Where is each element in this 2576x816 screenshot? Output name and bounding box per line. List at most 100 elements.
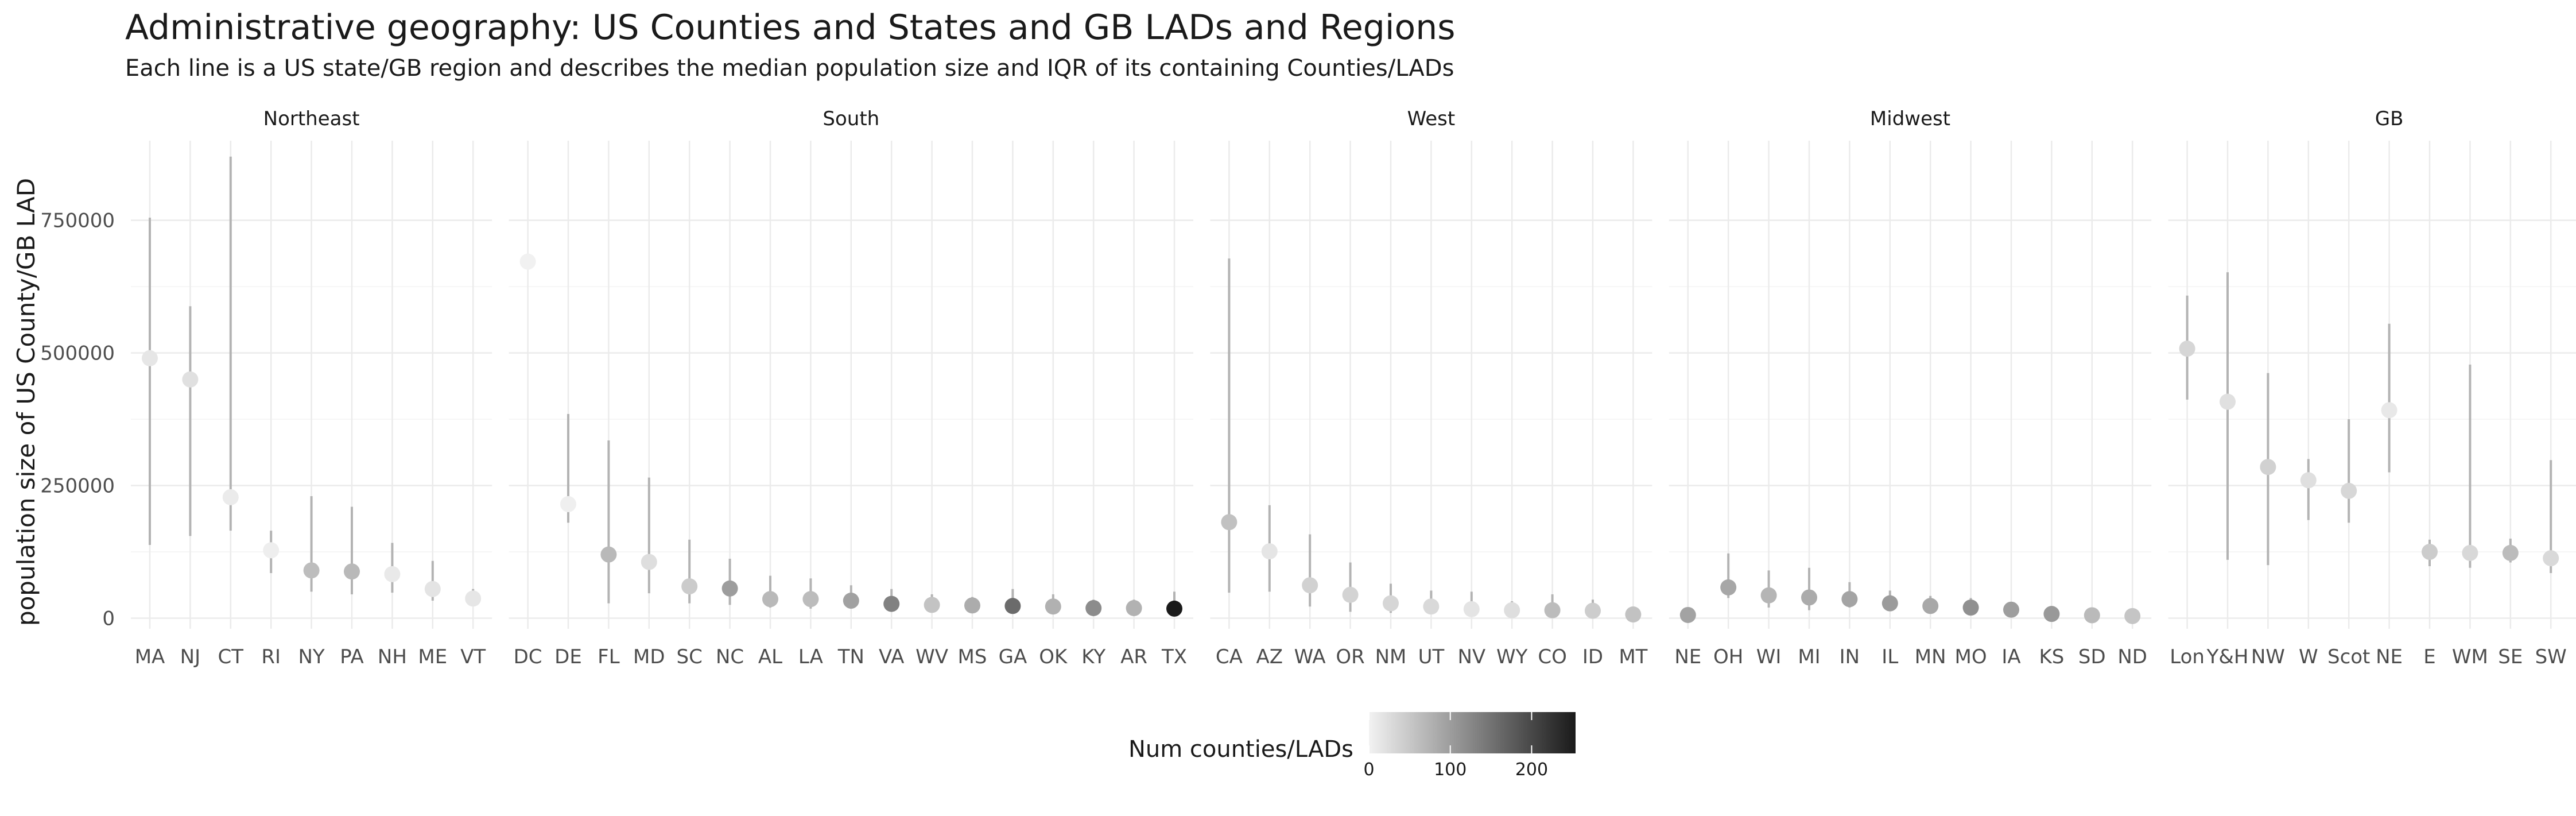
median-point-MI [1801, 589, 1817, 606]
x-tick-label: LA [798, 645, 823, 668]
median-point-MD [641, 554, 657, 570]
x-tick-label: IA [2001, 645, 2020, 668]
median-point-IL [1881, 595, 1898, 612]
median-point-MS [964, 597, 980, 614]
x-tick-label: CA [1216, 645, 1243, 668]
x-tick-label: W [2299, 645, 2318, 668]
x-tick-label: OH [1713, 645, 1743, 668]
median-point-SW [2543, 550, 2559, 567]
x-tick-label: ID [1582, 645, 1603, 668]
median-point-NC [721, 580, 738, 597]
median-point-TN [843, 593, 859, 609]
median-point-MA [142, 350, 158, 366]
y-axis: 0 250000 500000 750000 [40, 210, 115, 631]
legend-tick-label: 200 [1515, 760, 1548, 780]
median-point-ND [2124, 608, 2141, 624]
x-tick-label: MI [1798, 645, 1820, 668]
median-point-NJ [182, 371, 199, 388]
x-tick-label: PA [340, 645, 364, 668]
x-tick-label: OK [1039, 645, 1068, 668]
x-tick-label: MA [135, 645, 165, 668]
x-tick-label: KY [1081, 645, 1105, 668]
median-point-NE [2381, 402, 2397, 419]
median-point-AZ [1261, 543, 1278, 560]
x-tick-label: RI [261, 645, 281, 668]
x-tick-label: IN [1840, 645, 1860, 668]
median-point-DC [519, 253, 536, 270]
x-tick-label: MN [1915, 645, 1946, 668]
facet-panels: Northeast MA NJ CT RI NY PA NH ME VT South DC DE FL MD… [131, 107, 2576, 668]
median-point-NV [1463, 601, 1480, 617]
median-point-WM [2462, 544, 2478, 561]
color-legend: Num counties/LADs 0 100 200 [1128, 712, 1576, 780]
facet-panel-northeast: Northeast MA NJ CT RI NY PA NH ME VT [131, 107, 492, 668]
median-point-ME [424, 581, 441, 597]
chart-title: Administrative geography: US Counties an… [125, 7, 1456, 48]
median-point-VA [883, 595, 900, 612]
median-point-WV [924, 597, 940, 613]
x-tick-label: E [2423, 645, 2435, 668]
x-tick-label: FL [598, 645, 620, 668]
facet-panel-midwest: Midwest NE OH WI MI IN IL MN MO IA KS SD ND [1669, 107, 2152, 668]
median-point-ID [1585, 602, 1601, 619]
x-tick-label: AR [1120, 645, 1147, 668]
x-tick-label: ME [418, 645, 447, 668]
facet-panel-south: South DC DE FL MD SC NC AL LA TN VA WV MS GA OK KY AR TX [509, 107, 1193, 668]
legend-ticks: 0 100 200 [1363, 712, 1548, 780]
median-point-KS [2043, 606, 2060, 622]
y-tick-label: 250000 [40, 475, 115, 498]
x-tick-label: AL [758, 645, 782, 668]
facet-label: GB [2375, 107, 2404, 130]
median-point-IN [1841, 591, 1858, 608]
x-tick-label: NE [2376, 645, 2403, 668]
x-tick-label: NM [1375, 645, 1407, 668]
x-tick-label: WA [1294, 645, 1326, 668]
x-tick-label: Y&H [2206, 645, 2249, 668]
median-point-IA [2003, 601, 2019, 618]
median-point-CA [1221, 514, 1237, 531]
x-tick-label: MD [633, 645, 665, 668]
legend-tick-label: 100 [1434, 760, 1467, 780]
median-point-SE [2502, 544, 2519, 561]
median-point-WY [1504, 602, 1520, 618]
median-point-VT [465, 590, 482, 607]
x-tick-label: WY [1496, 645, 1528, 668]
median-point-MO [1962, 600, 1979, 616]
facet-panel-west: West CA AZ WA OR NM UT NV WY CO ID MT [1210, 107, 1652, 668]
x-tick-label: KS [2039, 645, 2064, 668]
median-point-NY [303, 562, 320, 579]
x-tick-label: CO [1538, 645, 1567, 668]
x-tick-label: SC [677, 645, 703, 668]
median-point-SC [681, 578, 698, 595]
x-tick-label: OR [1336, 645, 1364, 668]
median-point-SD [2084, 607, 2100, 624]
x-tick-label: GA [999, 645, 1027, 668]
median-point-RI [263, 542, 280, 559]
median-point-OH [1720, 579, 1737, 595]
x-tick-label: DC [514, 645, 542, 668]
median-point-TX [1166, 600, 1182, 617]
median-point-WA [1302, 577, 1318, 594]
x-tick-label: NV [1457, 645, 1485, 668]
facet-label: Northeast [263, 107, 360, 130]
median-point-FL [600, 546, 617, 563]
median-point-GA [1004, 598, 1021, 614]
median-point-LA [802, 591, 819, 608]
x-tick-label: Scot [2327, 645, 2370, 668]
x-tick-label: VT [460, 645, 486, 668]
y-axis-title: population size of US County/GB LAD [12, 178, 40, 626]
median-point-NH [384, 566, 401, 582]
x-tick-label: DE [554, 645, 582, 668]
legend-color-bar [1369, 712, 1576, 753]
facet-label: West [1407, 107, 1456, 130]
legend-tick-label: 0 [1363, 760, 1374, 780]
median-point-E [2422, 544, 2438, 560]
x-tick-label: WM [2452, 645, 2488, 668]
median-point-NW [2260, 459, 2276, 475]
x-tick-label: NJ [180, 645, 200, 668]
x-tick-label: UT [1418, 645, 1445, 668]
x-tick-label: NH [378, 645, 407, 668]
